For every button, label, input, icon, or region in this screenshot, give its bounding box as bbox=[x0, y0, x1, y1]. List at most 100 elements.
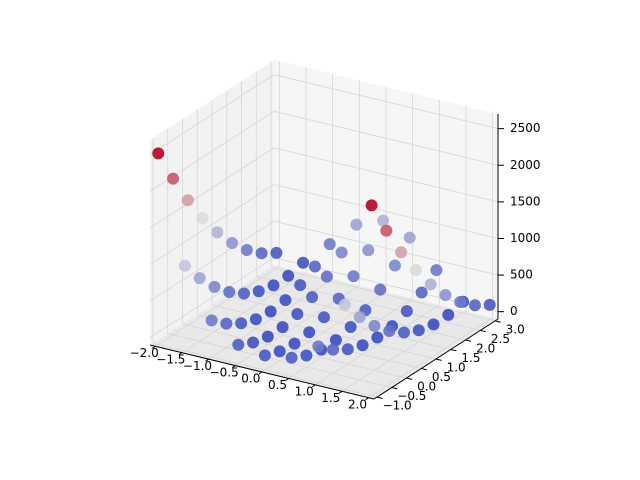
point bbox=[350, 218, 363, 231]
point bbox=[273, 345, 286, 358]
point bbox=[430, 264, 443, 277]
grid-line bbox=[211, 304, 437, 360]
point bbox=[208, 280, 221, 293]
point bbox=[240, 243, 253, 256]
point bbox=[329, 334, 342, 347]
point bbox=[255, 247, 268, 260]
y-tick-label: 0.5 bbox=[432, 370, 451, 384]
point bbox=[371, 331, 384, 344]
point bbox=[297, 256, 310, 269]
point bbox=[181, 194, 194, 207]
x-tick-label: 1.0 bbox=[295, 385, 314, 399]
point bbox=[193, 272, 206, 285]
point bbox=[415, 286, 428, 299]
point bbox=[288, 337, 301, 350]
grid-line bbox=[149, 220, 275, 302]
point bbox=[341, 343, 354, 356]
x-tick-label: 0.5 bbox=[268, 378, 287, 392]
point bbox=[439, 289, 452, 302]
x-tick-label: 1.5 bbox=[321, 391, 340, 405]
z-tick-label: 0 bbox=[510, 304, 518, 318]
point bbox=[365, 199, 378, 212]
point bbox=[276, 321, 289, 334]
tick-mark bbox=[435, 358, 442, 361]
y-tick-label: 1.5 bbox=[461, 351, 480, 365]
grid-line bbox=[273, 184, 499, 239]
point bbox=[167, 172, 180, 185]
point bbox=[347, 270, 360, 283]
tick-mark bbox=[406, 377, 413, 380]
tick-mark bbox=[480, 329, 487, 333]
point bbox=[205, 314, 218, 327]
tick-mark bbox=[450, 348, 457, 352]
point bbox=[258, 349, 271, 362]
point bbox=[264, 305, 277, 318]
point bbox=[398, 326, 410, 339]
y-tick-label: 2.0 bbox=[476, 341, 495, 355]
point bbox=[249, 313, 262, 326]
x-axis-line bbox=[149, 344, 375, 400]
point bbox=[468, 299, 481, 312]
point bbox=[377, 214, 390, 227]
tick-mark bbox=[465, 339, 472, 342]
tick-mark bbox=[391, 387, 398, 390]
point bbox=[220, 317, 233, 330]
point bbox=[400, 305, 413, 318]
y-tick-label: 1.0 bbox=[447, 360, 466, 374]
point bbox=[226, 237, 239, 250]
point bbox=[427, 318, 440, 331]
z-tick-label: 2000 bbox=[510, 158, 541, 172]
point bbox=[270, 246, 283, 259]
grid-line bbox=[149, 184, 275, 265]
tick-mark bbox=[421, 368, 427, 371]
grid-line bbox=[149, 147, 275, 229]
z-tick-label: 2500 bbox=[510, 121, 541, 135]
point bbox=[279, 294, 292, 307]
x-tick-label: −0.5 bbox=[210, 365, 239, 379]
point bbox=[380, 224, 393, 237]
point bbox=[261, 330, 274, 343]
point bbox=[152, 147, 165, 160]
point bbox=[323, 238, 336, 251]
point bbox=[232, 338, 245, 351]
point bbox=[303, 326, 316, 339]
point bbox=[211, 226, 224, 239]
grid-line bbox=[273, 74, 499, 130]
point bbox=[238, 287, 250, 300]
x-tick-label: 0.0 bbox=[241, 372, 260, 386]
z-tick-label: 500 bbox=[510, 268, 533, 282]
grid-line bbox=[149, 74, 275, 155]
point bbox=[368, 319, 381, 332]
grid-line bbox=[197, 314, 422, 369]
point bbox=[282, 269, 295, 282]
grid-line bbox=[273, 220, 499, 276]
point bbox=[223, 286, 236, 299]
y-tick-label: 2.5 bbox=[491, 332, 510, 346]
grid-line bbox=[241, 285, 466, 341]
point bbox=[454, 295, 467, 308]
point bbox=[320, 270, 333, 283]
point bbox=[362, 244, 375, 257]
y-axis-line bbox=[373, 318, 499, 400]
point bbox=[353, 311, 366, 324]
point bbox=[483, 298, 496, 311]
grid-line bbox=[182, 323, 407, 379]
point bbox=[442, 308, 455, 321]
point bbox=[424, 278, 437, 291]
point bbox=[306, 291, 319, 304]
grid-line bbox=[152, 342, 378, 398]
point bbox=[294, 279, 307, 292]
grid-line bbox=[273, 110, 499, 166]
grid-line bbox=[167, 333, 392, 388]
y-tick-label: −0.5 bbox=[397, 389, 426, 403]
grid-line bbox=[256, 276, 481, 331]
point bbox=[383, 325, 396, 338]
point bbox=[247, 336, 260, 349]
point bbox=[291, 307, 304, 320]
point bbox=[338, 298, 351, 311]
point bbox=[235, 317, 248, 330]
x-tick-label: 2.0 bbox=[348, 397, 367, 411]
point bbox=[356, 339, 369, 352]
point bbox=[308, 260, 321, 273]
